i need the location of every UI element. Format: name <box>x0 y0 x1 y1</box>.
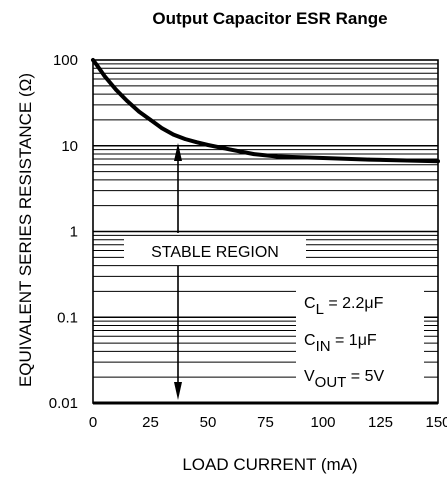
data-point <box>137 109 141 114</box>
stable-region-box <box>124 237 306 263</box>
x-tick-label: 150 <box>425 414 447 431</box>
x-tick-label: 100 <box>310 414 335 431</box>
data-point <box>95 64 100 68</box>
y-tick-label: 0.01 <box>49 395 78 412</box>
data-point <box>321 156 325 160</box>
data-point <box>275 154 279 159</box>
y-tick-label: 10 <box>61 138 78 155</box>
data-point <box>194 140 199 144</box>
x-tick-label: 25 <box>142 414 159 431</box>
x-tick-label: 75 <box>257 414 274 431</box>
condition-label: CIN = 1μF <box>304 332 377 355</box>
y-tick-label: 1 <box>70 224 78 241</box>
y-tick-label: 100 <box>53 52 78 69</box>
x-axis-label: LOAD CURRENT (mA) <box>182 455 357 474</box>
data-point <box>102 74 107 78</box>
condition-label: VOUT = 5V <box>304 368 384 391</box>
annotations: STABLE REGION CL = 2.2μF CIN = 1μF VOUT = 5… <box>124 143 424 400</box>
data-point <box>183 137 187 141</box>
esr-curve-line <box>91 58 440 164</box>
data-point <box>148 118 153 122</box>
data-point <box>171 132 176 137</box>
x-tick-label: 0 <box>89 414 97 431</box>
x-tick-label: 50 <box>200 414 217 431</box>
esr-curve-layer <box>91 58 440 164</box>
data-point <box>252 152 256 156</box>
arrow-up-head <box>174 143 182 161</box>
data-point <box>125 99 130 104</box>
data-point <box>114 87 118 92</box>
condition-label: CL = 2.2μF <box>304 295 384 318</box>
data-point <box>367 157 371 162</box>
y-tick-label: 0.1 <box>57 309 78 326</box>
arrow-down-head <box>174 382 182 400</box>
x-tick-label: 125 <box>368 414 393 431</box>
conditions-box <box>296 286 424 392</box>
data-point <box>91 58 95 62</box>
y-axis-label: EQUIVALENT SERIES RESISTANCE (Ω) <box>16 73 35 387</box>
y-tick-labels: 100 10 1 0.1 0.01 <box>49 52 78 412</box>
data-point <box>206 143 210 147</box>
data-point <box>229 147 233 152</box>
chart-title: Output Capacitor ESR Range <box>152 9 387 28</box>
data-point <box>160 126 164 130</box>
stable-region-label: STABLE REGION <box>151 244 279 261</box>
data-point <box>436 159 440 163</box>
x-tick-labels: 0 25 50 75 100 125 150 <box>89 414 447 431</box>
plot-frame <box>92 59 439 405</box>
